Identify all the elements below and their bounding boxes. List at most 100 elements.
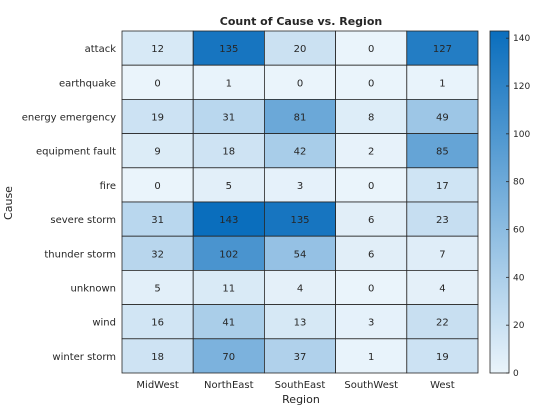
- cell-value-label: 41: [222, 318, 235, 329]
- cell-value-label: 12: [151, 44, 164, 55]
- heatmap-cell: [263, 201, 336, 237]
- cell-value-label: 5: [226, 181, 232, 192]
- y-tick-label: earthquake: [59, 78, 116, 89]
- cell-value-label: 6: [368, 249, 374, 260]
- heatmap-cell: [335, 133, 408, 169]
- cell-value-label: 2: [368, 147, 374, 158]
- heatmap-cell: [192, 201, 265, 237]
- y-tick-label: attack: [85, 44, 117, 55]
- heatmap-cell: [121, 30, 194, 66]
- heatmap-cell: [335, 99, 408, 135]
- heatmap-cell: [263, 133, 336, 169]
- cell-value-label: 22: [436, 318, 449, 329]
- heatmap-cell: [263, 64, 336, 100]
- heatmap-cell: [263, 338, 336, 374]
- cell-value-label: 1: [368, 352, 374, 363]
- chart-title: Count of Cause vs. Region: [220, 15, 382, 28]
- x-tick-label: NorthEast: [204, 380, 254, 391]
- cell-value-label: 1: [226, 78, 232, 89]
- colorbar-gradient: [489, 30, 510, 374]
- y-tick-label: fire: [100, 181, 116, 192]
- y-tick-label: unknown: [71, 284, 116, 295]
- y-tick-label: equipment fault: [36, 147, 116, 158]
- cell-value-label: 11: [222, 284, 235, 295]
- cell-value-label: 18: [151, 352, 164, 363]
- x-axis-label: Region: [282, 393, 320, 406]
- heatmap-cell: [263, 304, 336, 340]
- cell-value-label: 3: [297, 181, 303, 192]
- heatmap-cell: [335, 201, 408, 237]
- heatmap-cell: [263, 30, 336, 66]
- heatmap-cell: [192, 269, 265, 305]
- colorbar-tick-label: 0: [513, 369, 519, 379]
- y-tick-labels: attack earthquake energy emergency equipmen…: [22, 44, 116, 363]
- heatmap-cell: [192, 338, 265, 374]
- cell-value-label: 42: [294, 147, 307, 158]
- cell-value-label: 102: [219, 249, 238, 260]
- colorbar-ticks: 0 20 40 60 80 100 120 140: [506, 34, 530, 379]
- y-tick-label: thunder storm: [44, 249, 116, 260]
- cell-value-label: 54: [294, 249, 307, 260]
- cell-value-label: 70: [222, 352, 235, 363]
- colorbar-tick-label: 80: [513, 178, 525, 188]
- heatmap-cell: [192, 133, 265, 169]
- cell-value-label: 0: [297, 78, 303, 89]
- cell-value-label: 16: [151, 318, 164, 329]
- heatmap-cell: [192, 304, 265, 340]
- cell-value-label: 6: [368, 215, 374, 226]
- y-tick-label: winter storm: [52, 352, 116, 363]
- x-tick-label: SouthEast: [275, 380, 326, 391]
- cell-value-label: 9: [154, 147, 160, 158]
- heatmap-cell: [406, 338, 479, 374]
- cell-value-label: 32: [151, 249, 164, 260]
- cell-value-label: 1: [439, 78, 445, 89]
- cell-value-label: 18: [222, 147, 235, 158]
- cell-value-label: 8: [368, 113, 374, 124]
- cell-value-label: 13: [294, 318, 307, 329]
- heatmap-cell: [406, 304, 479, 340]
- heatmap-cell: [263, 167, 336, 203]
- cell-value-label: 135: [290, 215, 309, 226]
- cell-value-label: 0: [154, 181, 160, 192]
- cell-value-label: 49: [436, 113, 449, 124]
- y-axis-label: Cause: [2, 186, 15, 220]
- cell-value-label: 127: [433, 44, 452, 55]
- cell-value-label: 3: [368, 318, 374, 329]
- colorbar-tick-label: 120: [513, 82, 530, 92]
- cell-value-label: 19: [151, 113, 164, 124]
- colorbar-tick-label: 40: [513, 273, 525, 283]
- cell-value-label: 31: [151, 215, 164, 226]
- y-tick-label: severe storm: [50, 215, 116, 226]
- heatmap-cell: [406, 64, 479, 100]
- cell-value-label: 0: [154, 78, 160, 89]
- cell-value-label: 135: [219, 44, 238, 55]
- heatmap-cell: [121, 64, 194, 100]
- cell-value-label: 0: [368, 78, 374, 89]
- heatmap-cell: [121, 133, 194, 169]
- heatmap-cell: [335, 338, 408, 374]
- cell-value-label: 143: [219, 215, 238, 226]
- heatmap-cell: [406, 133, 479, 169]
- heatmap-cell: [406, 269, 479, 305]
- cell-value-label: 81: [294, 113, 307, 124]
- cell-value-label: 0: [368, 284, 374, 295]
- cell-value-label: 4: [297, 284, 303, 295]
- heatmap-cell: [192, 30, 265, 66]
- colorbar-tick-label: 60: [513, 226, 525, 236]
- y-tick-label: wind: [92, 318, 116, 329]
- cell-value-label: 0: [368, 181, 374, 192]
- cell-value-label: 19: [436, 352, 449, 363]
- heatmap-cell: [121, 269, 194, 305]
- colorbar-tick-label: 140: [513, 34, 530, 44]
- x-tick-label: West: [430, 380, 455, 391]
- cell-value-label: 4: [439, 284, 445, 295]
- cell-value-label: 17: [436, 181, 449, 192]
- cell-value-label: 37: [294, 352, 307, 363]
- heatmap-cell: [192, 99, 265, 135]
- colorbar: 0 20 40 60 80 100 120 140: [489, 30, 530, 379]
- heatmap-cell: [335, 269, 408, 305]
- heatmap-cell: [406, 167, 479, 203]
- cell-value-label: 31: [222, 113, 235, 124]
- x-tick-label: MidWest: [136, 380, 178, 391]
